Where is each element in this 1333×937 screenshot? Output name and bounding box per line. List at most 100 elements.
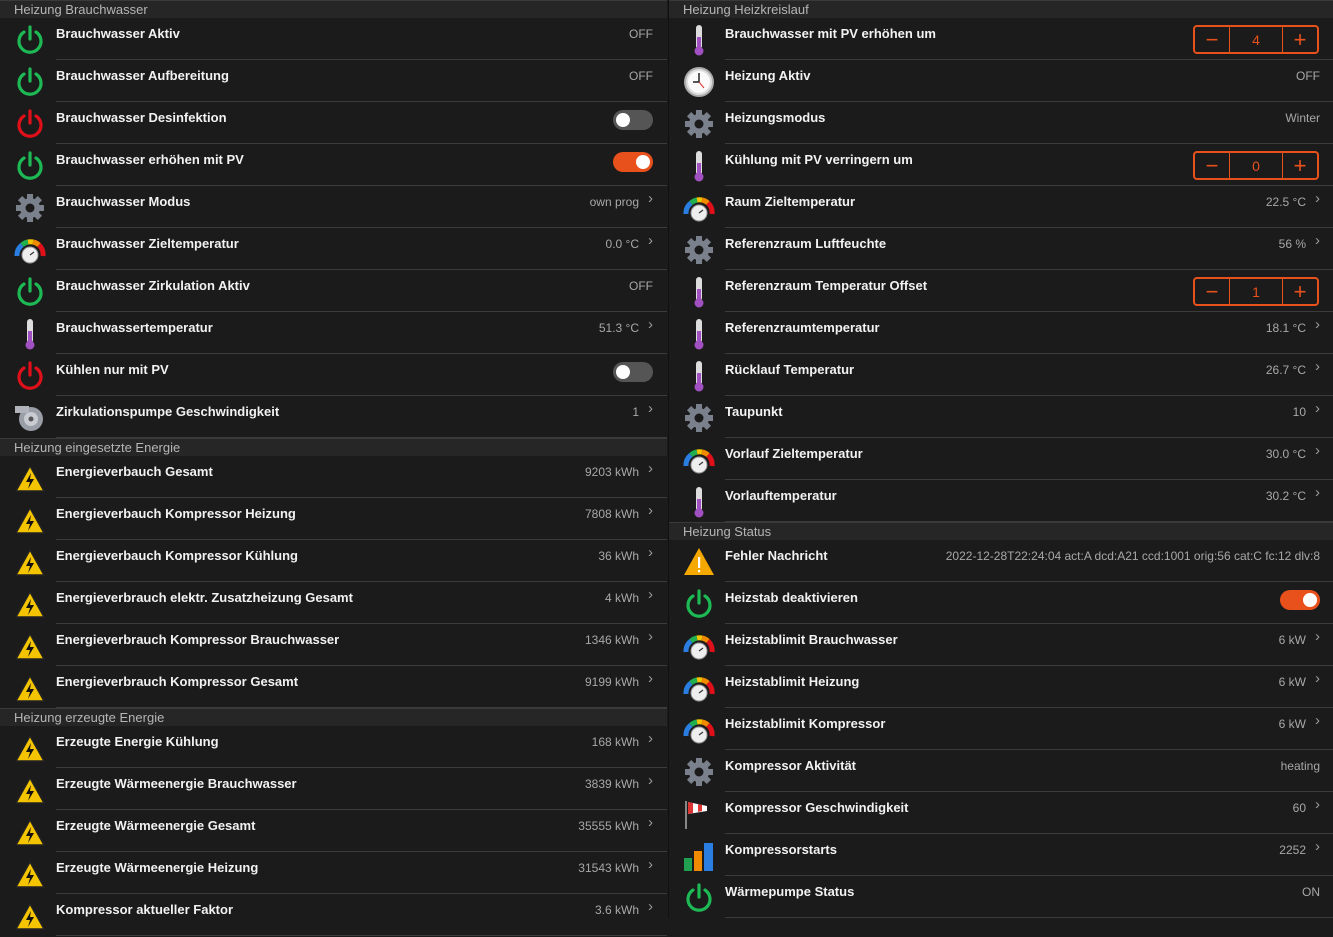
item-label: Brauchwasser mit PV erhöhen um bbox=[725, 26, 936, 41]
toggle-switch[interactable] bbox=[613, 152, 653, 172]
chevron-right-icon[interactable]: › bbox=[648, 628, 653, 645]
chevron-right-icon[interactable]: › bbox=[1315, 670, 1320, 687]
toggle-switch[interactable] bbox=[613, 110, 653, 130]
increment-button[interactable]: + bbox=[1293, 152, 1307, 178]
chevron-right-icon[interactable]: › bbox=[648, 316, 653, 333]
pump-icon bbox=[14, 402, 46, 434]
stepper-value[interactable]: 0 bbox=[1229, 153, 1283, 178]
list-item[interactable]: Taupunkt 10 › bbox=[669, 396, 1333, 438]
list-item[interactable]: Kühlung mit PV verringern um −0 + bbox=[669, 144, 1333, 186]
list-item: Heizung Aktiv OFF bbox=[669, 60, 1333, 102]
list-item[interactable]: Vorlauftemperatur 30.2 °C › bbox=[669, 480, 1333, 522]
chevron-right-icon[interactable]: › bbox=[1315, 190, 1320, 207]
increment-button[interactable]: + bbox=[1293, 26, 1307, 52]
chevron-right-icon[interactable]: › bbox=[1315, 484, 1320, 501]
chevron-right-icon[interactable]: › bbox=[648, 460, 653, 477]
chevron-right-icon[interactable]: › bbox=[648, 544, 653, 561]
list-item[interactable]: Erzeugte Wärmeenergie Heizung 31543 kWh › bbox=[0, 852, 667, 894]
chevron-right-icon[interactable]: › bbox=[1315, 712, 1320, 729]
list-item[interactable]: Referenzraumtemperatur 18.1 °C › bbox=[669, 312, 1333, 354]
thermometer-icon bbox=[14, 318, 46, 350]
list-item[interactable]: Energieverbrauch Kompressor Gesamt 9199 k… bbox=[0, 666, 667, 708]
chevron-right-icon[interactable]: › bbox=[1315, 796, 1320, 813]
toggle-knob bbox=[1303, 593, 1317, 607]
decrement-button[interactable]: − bbox=[1205, 278, 1219, 304]
list-item[interactable]: Brauchwassertemperatur 51.3 °C › bbox=[0, 312, 667, 354]
item-value: 6 kW bbox=[1278, 717, 1306, 731]
item-value: 9203 kWh bbox=[584, 465, 639, 479]
list-item[interactable]: Zirkulationspumpe Geschwindigkeit 1 › bbox=[0, 396, 667, 438]
chevron-right-icon[interactable]: › bbox=[1315, 316, 1320, 333]
list-item[interactable]: Energieverbrauch elektr. Zusatzheizung G… bbox=[0, 582, 667, 624]
divider bbox=[725, 311, 1333, 312]
chevron-right-icon[interactable]: › bbox=[1315, 400, 1320, 417]
warning-icon bbox=[683, 546, 715, 578]
divider bbox=[56, 227, 667, 228]
list-item[interactable]: Brauchwasser Desinfektion bbox=[0, 102, 667, 144]
list-item[interactable]: Heizstablimit Kompressor 6 kW › bbox=[669, 708, 1333, 750]
chevron-right-icon[interactable]: › bbox=[1315, 358, 1320, 375]
chevron-right-icon[interactable]: › bbox=[1315, 442, 1320, 459]
chevron-right-icon[interactable]: › bbox=[1315, 838, 1320, 855]
chevron-right-icon[interactable]: › bbox=[648, 898, 653, 915]
list-item[interactable]: Brauchwasser erhöhen mit PV bbox=[0, 144, 667, 186]
chevron-right-icon[interactable]: › bbox=[648, 772, 653, 789]
list-item[interactable]: Kompressor aktueller Faktor 3.6 kWh › bbox=[0, 894, 667, 936]
chevron-right-icon[interactable]: › bbox=[648, 856, 653, 873]
list-item[interactable]: Heizstab deaktivieren bbox=[669, 582, 1333, 624]
item-label: Wärmepumpe Status bbox=[725, 884, 855, 899]
item-label: Kompressor Aktivität bbox=[725, 758, 856, 773]
item-value: OFF bbox=[1296, 69, 1320, 83]
toggle-switch[interactable] bbox=[613, 362, 653, 382]
stepper-value[interactable]: 4 bbox=[1229, 27, 1283, 52]
left-column: Heizung Brauchwasser Brauchwasser Aktiv OF… bbox=[0, 0, 667, 936]
divider bbox=[56, 851, 667, 852]
list-item[interactable]: Referenzraum Luftfeuchte 56 % › bbox=[669, 228, 1333, 270]
list-item[interactable]: Rücklauf Temperatur 26.7 °C › bbox=[669, 354, 1333, 396]
chevron-right-icon[interactable]: › bbox=[648, 190, 653, 207]
list-item[interactable]: Erzeugte Wärmeenergie Brauchwasser 3839 k… bbox=[0, 768, 667, 810]
divider bbox=[725, 101, 1333, 102]
divider bbox=[56, 893, 667, 894]
chevron-right-icon[interactable]: › bbox=[648, 730, 653, 747]
divider bbox=[725, 185, 1333, 186]
list-item: Wärmepumpe Status ON bbox=[669, 876, 1333, 918]
list-item[interactable]: Raum Zieltemperatur 22.5 °C › bbox=[669, 186, 1333, 228]
list-item[interactable]: Erzeugte Wärmeenergie Gesamt 35555 kWh › bbox=[0, 810, 667, 852]
divider bbox=[725, 875, 1333, 876]
item-value: OFF bbox=[629, 27, 653, 41]
list-item[interactable]: Energieverbauch Kompressor Heizung 7808 k… bbox=[0, 498, 667, 540]
list-item[interactable]: Kühlen nur mit PV bbox=[0, 354, 667, 396]
list-item[interactable]: Heizstablimit Heizung 6 kW › bbox=[669, 666, 1333, 708]
chevron-right-icon[interactable]: › bbox=[648, 586, 653, 603]
toggle-switch[interactable] bbox=[1280, 590, 1320, 610]
chevron-right-icon[interactable]: › bbox=[648, 400, 653, 417]
chevron-right-icon[interactable]: › bbox=[648, 670, 653, 687]
list-item[interactable]: Energieverbauch Kompressor Kühlung 36 kWh… bbox=[0, 540, 667, 582]
list-item[interactable]: Referenzraum Temperatur Offset −1 + bbox=[669, 270, 1333, 312]
list-item[interactable]: Brauchwasser mit PV erhöhen um −4 + bbox=[669, 18, 1333, 60]
list-item[interactable]: Energieverbauch Gesamt 9203 kWh › bbox=[0, 456, 667, 498]
chevron-right-icon[interactable]: › bbox=[648, 814, 653, 831]
list-item[interactable]: Brauchwasser Modus own prog › bbox=[0, 186, 667, 228]
chevron-right-icon[interactable]: › bbox=[1315, 232, 1320, 249]
list-item[interactable]: Kompressor Geschwindigkeit 60 › bbox=[669, 792, 1333, 834]
chevron-right-icon[interactable]: › bbox=[648, 502, 653, 519]
list-item[interactable]: Brauchwasser Zieltemperatur 0.0 °C › bbox=[0, 228, 667, 270]
list-item[interactable]: Vorlauf Zieltemperatur 30.0 °C › bbox=[669, 438, 1333, 480]
item-label: Brauchwasser Zieltemperatur bbox=[56, 236, 239, 251]
chevron-right-icon[interactable]: › bbox=[648, 232, 653, 249]
decrement-button[interactable]: − bbox=[1205, 152, 1219, 178]
list-item[interactable]: Energieverbrauch Kompressor Brauchwasser… bbox=[0, 624, 667, 666]
list-item[interactable]: Heizstablimit Brauchwasser 6 kW › bbox=[669, 624, 1333, 666]
decrement-button[interactable]: − bbox=[1205, 26, 1219, 52]
chevron-right-icon[interactable]: › bbox=[1315, 628, 1320, 645]
divider bbox=[56, 935, 667, 936]
divider bbox=[725, 143, 1333, 144]
increment-button[interactable]: + bbox=[1293, 278, 1307, 304]
stepper-value[interactable]: 1 bbox=[1229, 279, 1283, 304]
list-item[interactable]: Erzeugte Energie Kühlung 168 kWh › bbox=[0, 726, 667, 768]
item-label: Heizstablimit Brauchwasser bbox=[725, 632, 898, 647]
divider bbox=[725, 521, 1333, 522]
list-item[interactable]: Kompressorstarts 2252 › bbox=[669, 834, 1333, 876]
